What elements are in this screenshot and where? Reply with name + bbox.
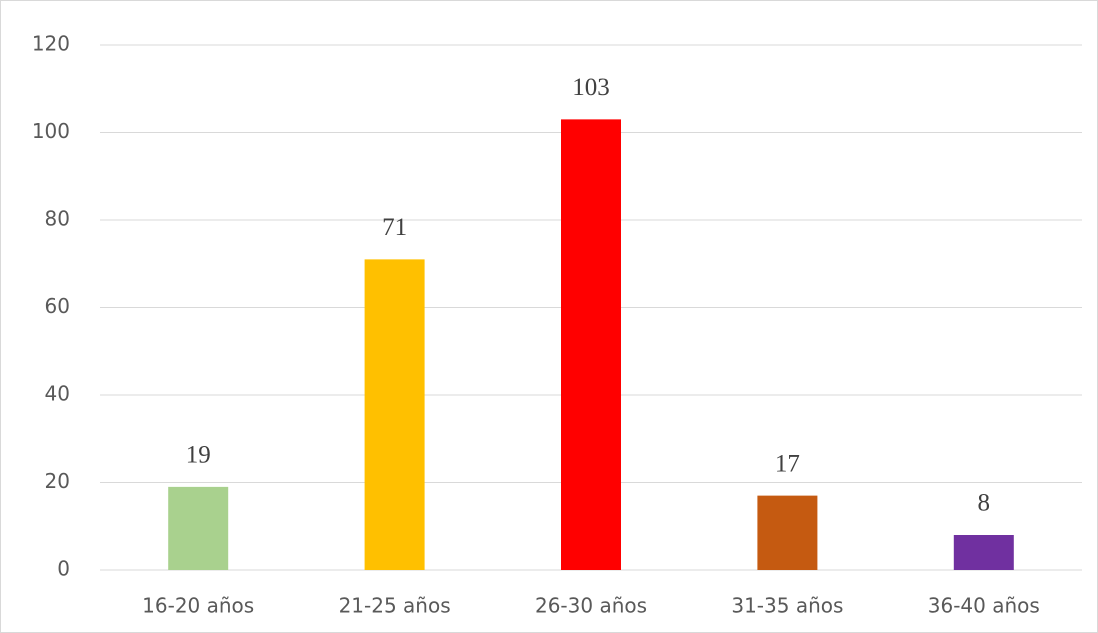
data-label: 8 <box>978 490 991 517</box>
y-tick-label: 0 <box>57 557 70 581</box>
x-tick-label: 26-30 años <box>535 594 647 618</box>
bar <box>364 259 425 570</box>
x-tick-label: 36-40 años <box>928 594 1040 618</box>
bar <box>168 486 229 570</box>
y-tick-label: 20 <box>45 469 70 493</box>
bar <box>561 119 621 570</box>
y-tick-label: 40 <box>45 382 70 406</box>
y-tick-label: 60 <box>45 294 70 318</box>
y-tick-label: 80 <box>45 207 70 231</box>
bar <box>757 495 818 570</box>
y-tick-label: 120 <box>32 32 70 56</box>
data-label: 71 <box>382 214 407 241</box>
x-tick-label: 21-25 años <box>339 594 451 618</box>
x-tick-label: 31-35 años <box>731 594 843 618</box>
data-label: 19 <box>186 442 211 469</box>
data-label: 17 <box>775 450 800 477</box>
x-tick-label: 16-20 años <box>142 594 254 618</box>
y-tick-label: 100 <box>32 119 70 143</box>
bar <box>953 535 1014 570</box>
data-label: 103 <box>572 74 610 101</box>
